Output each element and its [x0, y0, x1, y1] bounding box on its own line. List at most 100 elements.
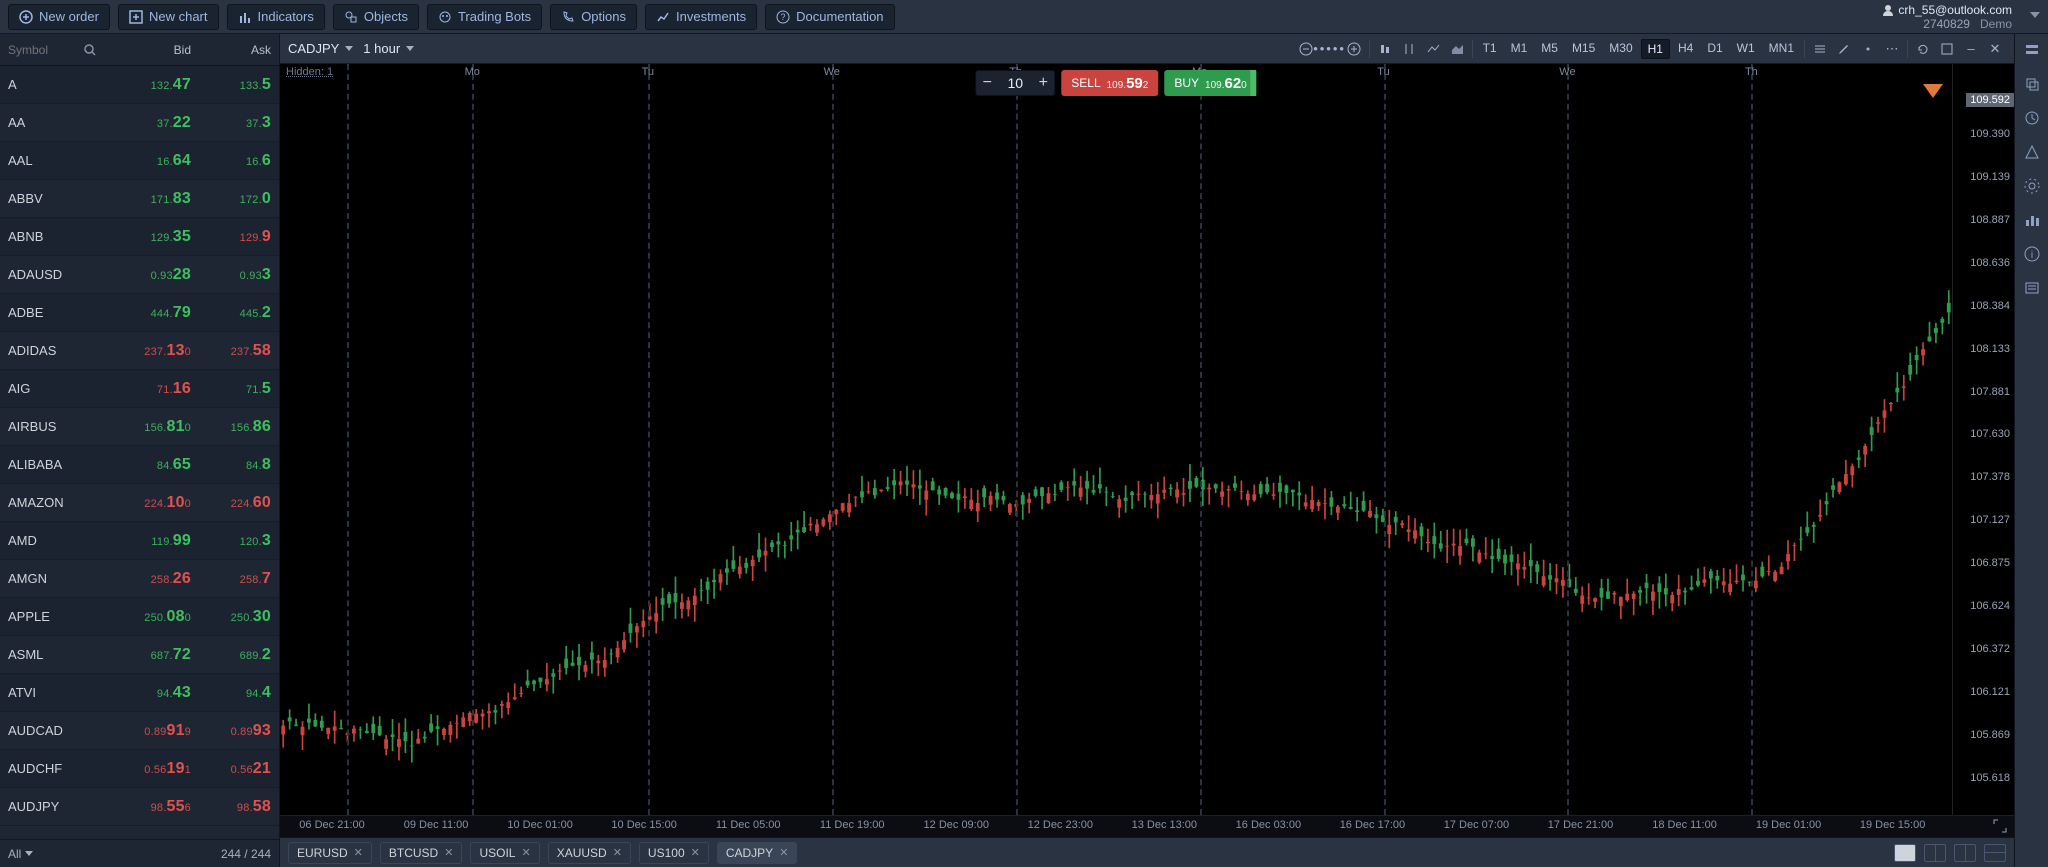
watchlist-row[interactable]: AIG71.1671.5 [0, 370, 279, 408]
timeframe-m30[interactable]: M30 [1603, 39, 1638, 59]
symbol-selector[interactable]: CADJPY [288, 41, 353, 56]
symbol-name: AUDJPY [8, 799, 111, 814]
panel-stats-icon[interactable] [2022, 210, 2042, 230]
symbol-search-input[interactable] [8, 43, 78, 57]
timeframe-h1[interactable]: H1 [1641, 39, 1670, 59]
search-icon[interactable] [84, 44, 96, 56]
layout-cols[interactable] [1954, 844, 1976, 862]
watchlist-row[interactable]: AMAZON224.100224.60 [0, 484, 279, 522]
chart-tab[interactable]: EURUSD✕ [288, 842, 372, 864]
watchlist-row[interactable]: AAL16.6416.6 [0, 142, 279, 180]
area-type-icon[interactable] [1446, 38, 1468, 60]
zoom-dots-icon[interactable]: ••••• [1319, 38, 1341, 60]
panel-alert-icon[interactable] [2022, 142, 2042, 162]
toolbar-objects[interactable]: Objects [333, 4, 419, 30]
expand-icon[interactable] [1992, 818, 2010, 836]
timeframe-m15[interactable]: M15 [1566, 39, 1601, 59]
buy-button[interactable]: BUY 109.620 [1164, 70, 1256, 96]
list-icon[interactable] [1809, 38, 1831, 60]
interval-selector[interactable]: 1 hour [363, 41, 414, 56]
timeframe-h4[interactable]: H4 [1672, 39, 1699, 59]
watchlist-row[interactable]: ADIDAS237.130237.58 [0, 332, 279, 370]
symbol-name: ADAUSD [8, 267, 111, 282]
watchlist-row[interactable]: ALIBABA84.6584.8 [0, 446, 279, 484]
panel-news-icon[interactable] [2022, 278, 2042, 298]
more-icon[interactable]: ⋯ [1881, 38, 1903, 60]
close-icon[interactable]: ✕ [444, 846, 453, 859]
watchlist-filter[interactable]: All [8, 847, 221, 861]
info-icon[interactable] [1857, 38, 1879, 60]
timeframe-d1[interactable]: D1 [1701, 39, 1728, 59]
watchlist-row[interactable]: ATVI94.4394.4 [0, 674, 279, 712]
watchlist-row[interactable]: APPLE250.080250.30 [0, 598, 279, 636]
close-icon[interactable]: ✕ [1984, 38, 2006, 60]
refresh-icon[interactable] [1912, 38, 1934, 60]
layout-rows[interactable] [1984, 844, 2006, 862]
watchlist-row[interactable]: AMGN258.26258.7 [0, 560, 279, 598]
chart-tab[interactable]: CADJPY✕ [717, 842, 798, 864]
watchlist-row[interactable]: AUDCHF0.561910.5621 [0, 750, 279, 788]
panel-settings-icon[interactable] [2022, 176, 2042, 196]
toolbar-options[interactable]: Options [550, 4, 637, 30]
panel-copy-icon[interactable] [2022, 74, 2042, 94]
chart-tab[interactable]: US100✕ [639, 842, 709, 864]
qty-plus[interactable]: + [1032, 74, 1054, 92]
timeframe-m1[interactable]: M1 [1505, 39, 1534, 59]
watchlist-row[interactable]: ABNB129.35129.9 [0, 218, 279, 256]
chart-tab[interactable]: XAUUSD✕ [548, 842, 631, 864]
chart-tab[interactable]: BTCUSD✕ [380, 842, 463, 864]
account-menu-icon[interactable] [2030, 12, 2040, 22]
close-icon[interactable]: ✕ [354, 846, 363, 859]
layout-grid[interactable] [1924, 844, 1946, 862]
toolbar-new-chart[interactable]: New chart [118, 4, 219, 30]
edit-icon[interactable] [1833, 38, 1855, 60]
panel-help-icon[interactable]: i [2022, 244, 2042, 264]
ask-price: 37.3 [191, 114, 271, 132]
col-ask[interactable]: Ask [191, 43, 271, 57]
toolbar-documentation[interactable]: ?Documentation [765, 4, 894, 30]
watchlist-row[interactable]: AUDJPY98.55698.58 [0, 788, 279, 826]
candle-type-icon[interactable] [1374, 38, 1396, 60]
toolbar-trading-bots[interactable]: Trading Bots [427, 4, 542, 30]
col-bid[interactable]: Bid [111, 43, 191, 57]
timeframe-mn1[interactable]: MN1 [1763, 39, 1800, 59]
watchlist-row[interactable]: AUDCAD0.899190.8993 [0, 712, 279, 750]
watchlist-row[interactable]: ADBE444.79445.2 [0, 294, 279, 332]
panel-orders-icon[interactable] [2022, 40, 2042, 60]
minimize-icon[interactable]: – [1960, 38, 1982, 60]
close-icon[interactable]: ✕ [691, 846, 700, 859]
layout-single[interactable] [1894, 844, 1916, 862]
time-axis[interactable]: 06 Dec 21:0009 Dec 11:0010 Dec 01:0010 D… [280, 815, 2014, 837]
watchlist-row[interactable]: A132.47133.5 [0, 66, 279, 104]
time-label: 16 Dec 03:00 [1236, 819, 1301, 831]
account-block[interactable]: crh_55@outlook.com 2740829Demo [1882, 3, 2018, 31]
close-icon[interactable]: ✕ [779, 846, 788, 859]
watchlist-row[interactable]: ABBV171.83172.0 [0, 180, 279, 218]
qty-minus[interactable]: − [976, 74, 998, 92]
watchlist-row[interactable]: ASML687.72689.2 [0, 636, 279, 674]
timeframe-m5[interactable]: M5 [1535, 39, 1564, 59]
line-type-icon[interactable] [1422, 38, 1444, 60]
qty-value[interactable]: 10 [998, 75, 1032, 91]
panel-clock-icon[interactable] [2022, 108, 2042, 128]
zoom-in-icon[interactable] [1343, 38, 1365, 60]
fullscreen-icon[interactable] [1936, 38, 1958, 60]
watchlist-row[interactable]: ADAUSD0.93280.933 [0, 256, 279, 294]
timeframe-w1[interactable]: W1 [1731, 39, 1761, 59]
close-icon[interactable]: ✕ [521, 846, 530, 859]
price-label: 106.624 [1970, 600, 2010, 612]
watchlist-row[interactable]: AIRBUS156.810156.86 [0, 408, 279, 446]
toolbar-indicators[interactable]: Indicators [227, 4, 325, 30]
close-icon[interactable]: ✕ [613, 846, 622, 859]
watchlist-row[interactable]: AMD119.99120.3 [0, 522, 279, 560]
chart-canvas[interactable]: Hidden: 1 − 10 + SELL 109.592 BUY [280, 64, 2014, 815]
chart-tab[interactable]: USOIL✕ [470, 842, 539, 864]
price-axis[interactable]: 109.390109.139108.887108.636108.384108.1… [1952, 64, 2014, 815]
bar-type-icon[interactable] [1398, 38, 1420, 60]
timeframe-t1[interactable]: T1 [1477, 39, 1503, 59]
toolbar-new-order[interactable]: New order [8, 4, 110, 30]
sell-button[interactable]: SELL 109.592 [1061, 70, 1158, 96]
toolbar-investments[interactable]: Investments [645, 4, 757, 30]
bid-price: 687.72 [111, 646, 191, 664]
watchlist-row[interactable]: AA37.2237.3 [0, 104, 279, 142]
